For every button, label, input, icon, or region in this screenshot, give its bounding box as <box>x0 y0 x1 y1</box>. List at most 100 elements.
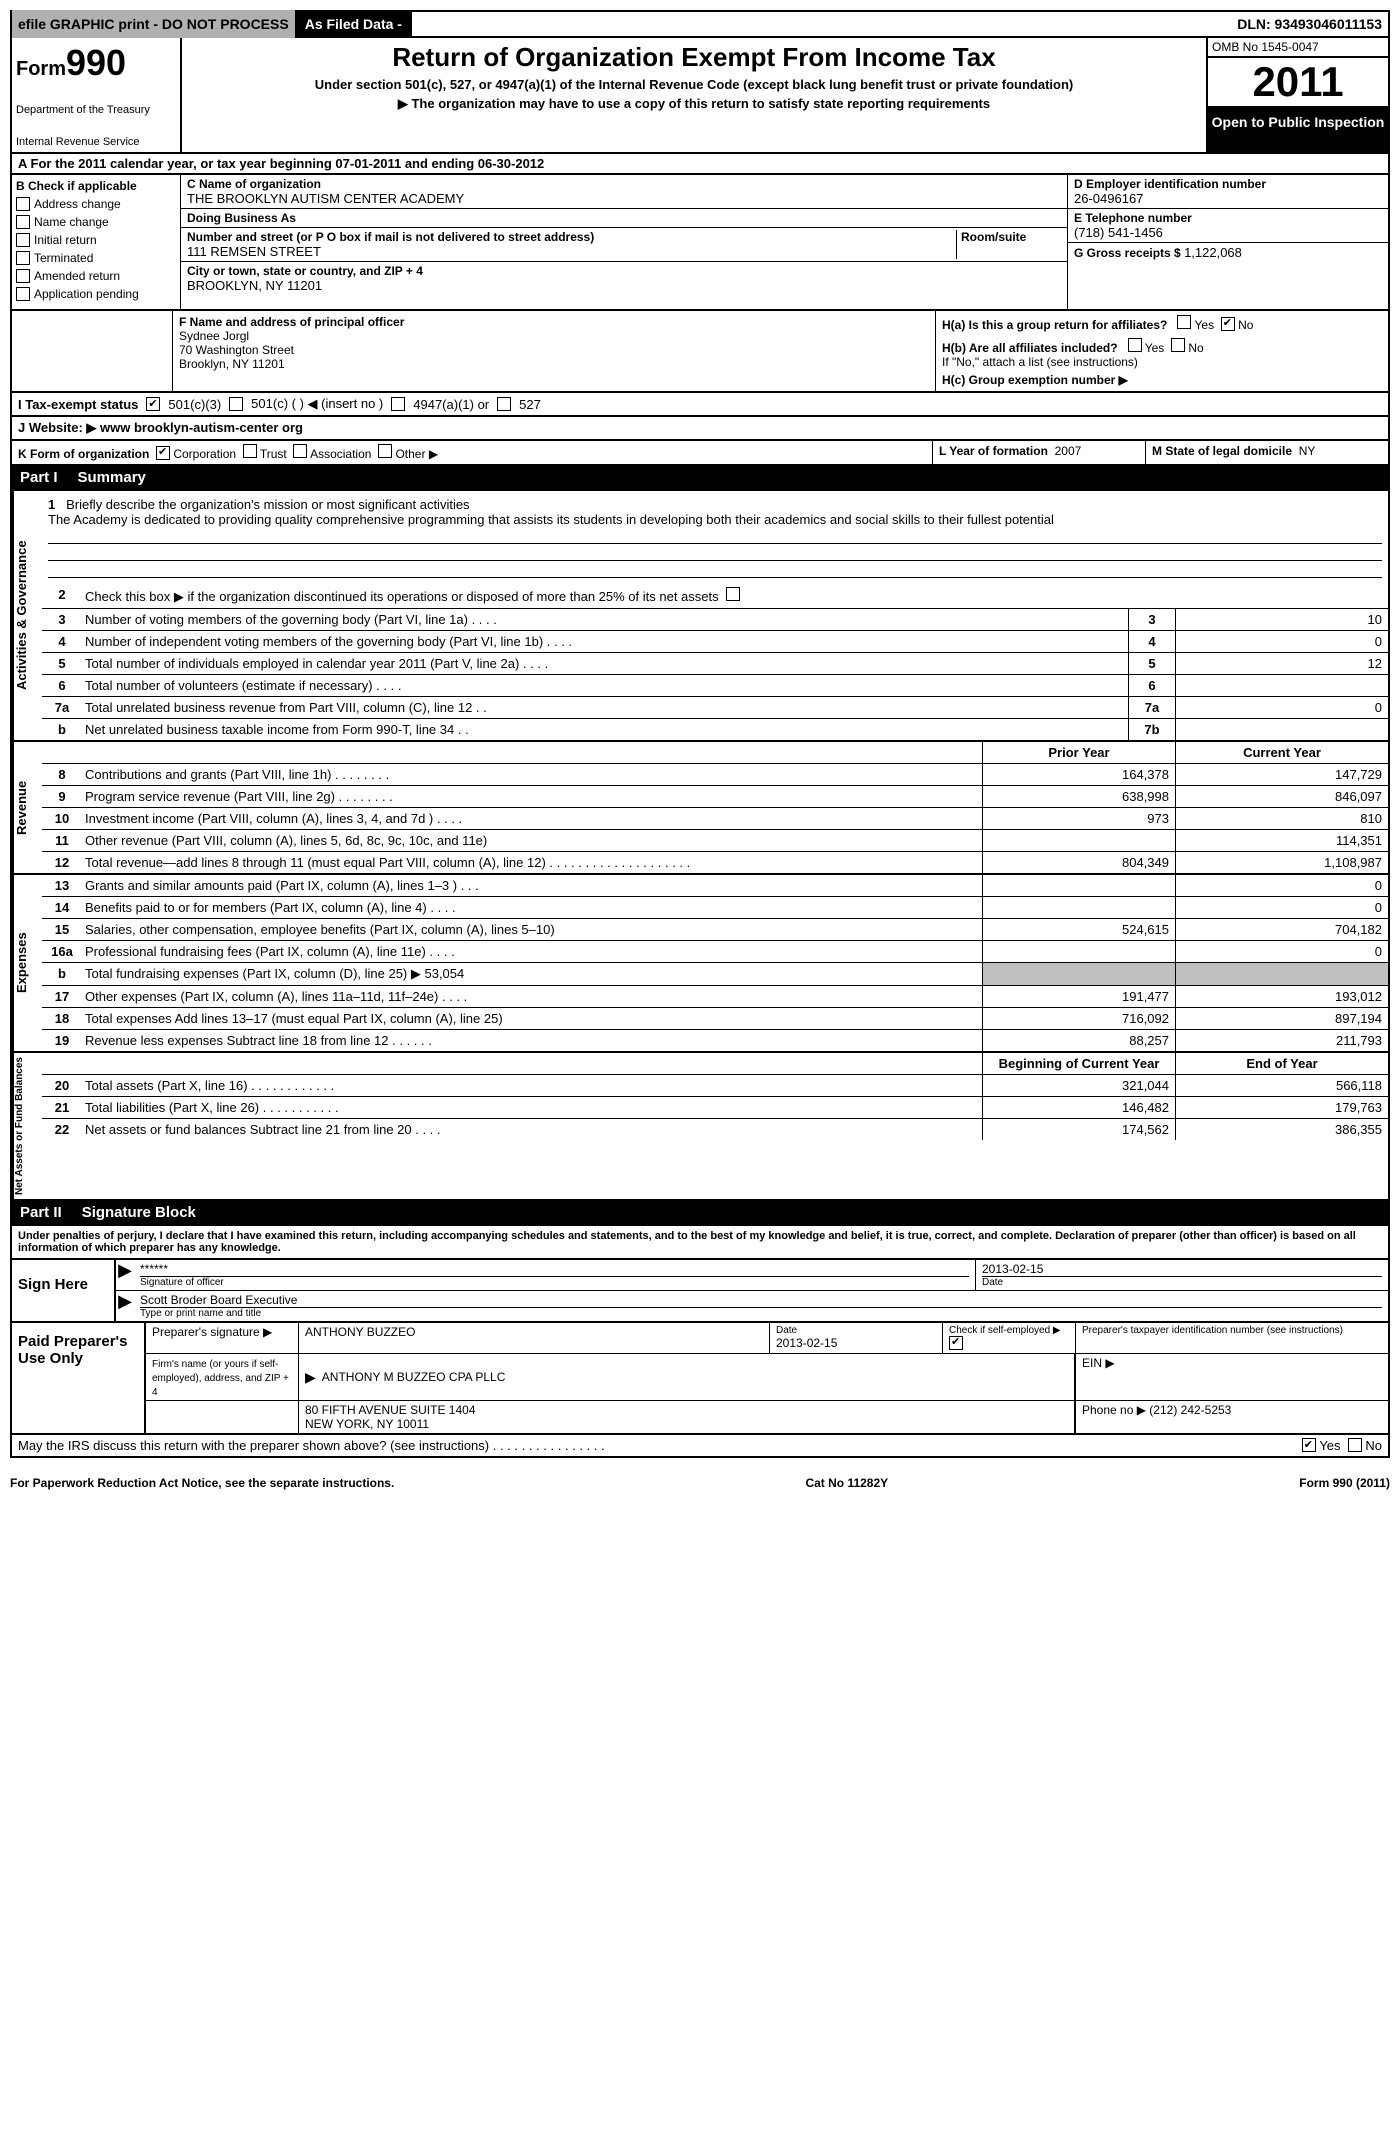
prep-row2: Firm's name (or yours if self-employed),… <box>146 1354 1388 1401</box>
gross-value: 1,122,068 <box>1184 245 1242 260</box>
dba-label: Doing Business As <box>187 211 1061 225</box>
section-h: H(a) Is this a group return for affiliat… <box>935 311 1388 391</box>
row-num: 6 <box>42 675 82 696</box>
checkbox-icon[interactable] <box>949 1336 963 1350</box>
line1: 1 Briefly describe the organization's mi… <box>42 491 1388 584</box>
row-num: b <box>42 719 82 740</box>
check-pending[interactable]: Application pending <box>16 287 176 301</box>
title-main: Return of Organization Exempt From Incom… <box>186 42 1202 73</box>
hb-row: H(b) Are all affiliates included? Yes No <box>942 338 1382 355</box>
activities-box: Activities & Governance 1 Briefly descri… <box>10 491 1390 742</box>
phone-value: (718) 541-1456 <box>1074 225 1382 240</box>
checkbox-icon[interactable] <box>391 397 405 411</box>
b-label: B Check if applicable <box>16 179 176 193</box>
checkbox-icon[interactable] <box>1348 1438 1362 1452</box>
summary-row: b Total fundraising expenses (Part IX, c… <box>42 963 1388 986</box>
check-label: Name change <box>34 215 109 229</box>
checkbox-icon[interactable] <box>726 587 740 601</box>
checkbox-icon[interactable] <box>156 446 170 460</box>
discuss-row: May the IRS discuss this return with the… <box>10 1435 1390 1458</box>
form-word: Form <box>16 58 66 80</box>
fh-blank <box>12 311 173 391</box>
footer-left: For Paperwork Reduction Act Notice, see … <box>10 1476 394 1490</box>
checkbox-icon <box>16 233 30 247</box>
checkbox-icon[interactable] <box>1302 1438 1316 1452</box>
row-num: 19 <box>42 1030 82 1051</box>
sig-date-value: 2013-02-15 <box>982 1262 1382 1276</box>
check-amended[interactable]: Amended return <box>16 269 176 283</box>
revenue-box: Revenue Prior Year Current Year 8 Contri… <box>10 742 1390 875</box>
checkbox-icon <box>16 269 30 283</box>
row-value: 0 <box>1175 631 1388 652</box>
omb-number: OMB No 1545-0047 <box>1208 38 1388 58</box>
opt-4947: 4947(a)(1) or <box>413 397 489 412</box>
row-num: 17 <box>42 986 82 1007</box>
check-terminated[interactable]: Terminated <box>16 251 176 265</box>
firm-addr: 80 FIFTH AVENUE SUITE 1404 NEW YORK, NY … <box>299 1401 1075 1433</box>
checkbox-icon[interactable] <box>1128 338 1142 352</box>
j-text: J Website: ▶ www brooklyn-autism-center … <box>18 420 303 436</box>
check-name-change[interactable]: Name change <box>16 215 176 229</box>
revenue-side-label: Revenue <box>12 742 42 873</box>
sign-block: Sign Here ▶ ****** Signature of officer … <box>10 1260 1390 1323</box>
firm-name-value: ANTHONY M BUZZEO CPA PLLC <box>322 1370 506 1384</box>
row-text: Other revenue (Part VIII, column (A), li… <box>82 830 982 851</box>
checkbox-icon[interactable] <box>243 444 257 458</box>
summary-row: 20 Total assets (Part X, line 16) . . . … <box>42 1075 1388 1097</box>
checkbox-icon[interactable] <box>1221 317 1235 331</box>
checkbox-icon[interactable] <box>1177 315 1191 329</box>
line2-text: Check this box ▶ if the organization dis… <box>82 584 1388 608</box>
sig-date: 2013-02-15 Date <box>975 1260 1388 1290</box>
part1-header: Part I Summary <box>10 466 1390 491</box>
checkbox-icon[interactable] <box>1171 338 1185 352</box>
addr1: 80 FIFTH AVENUE SUITE 1404 <box>305 1403 1068 1417</box>
row-prior: 146,482 <box>982 1097 1175 1118</box>
row-text: Salaries, other compensation, employee b… <box>82 919 982 940</box>
row-text: Total number of volunteers (estimate if … <box>82 675 1128 696</box>
summary-row: 8 Contributions and grants (Part VIII, l… <box>42 764 1388 786</box>
phone-label: Phone no ▶ <box>1082 1403 1146 1417</box>
checkbox-icon[interactable] <box>497 397 511 411</box>
row-ref: 6 <box>1128 675 1175 696</box>
summary-row: 7a Total unrelated business revenue from… <box>42 697 1388 719</box>
check-initial-return[interactable]: Initial return <box>16 233 176 247</box>
prep-ptin-label: Preparer's taxpayer identification numbe… <box>1076 1323 1388 1353</box>
row-curr: 897,194 <box>1175 1008 1388 1029</box>
line1-num: 1 <box>48 497 55 512</box>
footer-mid: Cat No 11282Y <box>805 1476 888 1490</box>
row-curr: 0 <box>1175 875 1388 896</box>
check-address-change[interactable]: Address change <box>16 197 176 211</box>
ein-label: D Employer identification number <box>1074 177 1382 191</box>
section-bcd: B Check if applicable Address change Nam… <box>10 175 1390 311</box>
k-form-org: K Form of organization Corporation Trust… <box>12 441 932 464</box>
check-label: Address change <box>34 197 121 211</box>
checkbox-icon[interactable] <box>146 397 160 411</box>
city-value: BROOKLYN, NY 11201 <box>187 278 1061 293</box>
checkbox-icon[interactable] <box>293 444 307 458</box>
k2-label: L Year of formation <box>939 444 1048 458</box>
activities-content: 1 Briefly describe the organization's mi… <box>42 491 1388 740</box>
row-ref: 3 <box>1128 609 1175 630</box>
row-curr: 147,729 <box>1175 764 1388 785</box>
row-prior: 524,615 <box>982 919 1175 940</box>
row-num: 12 <box>42 852 82 873</box>
end-header: End of Year <box>1175 1053 1388 1074</box>
row-text: Total assets (Part X, line 16) . . . . .… <box>82 1075 982 1096</box>
row-num: 5 <box>42 653 82 674</box>
opt-other: Other ▶ <box>395 447 438 461</box>
checkbox-icon[interactable] <box>229 397 243 411</box>
row-prior <box>982 941 1175 962</box>
checkbox-icon[interactable] <box>378 444 392 458</box>
summary-row: 6 Total number of volunteers (estimate i… <box>42 675 1388 697</box>
tax-year: 2011 <box>1208 58 1388 108</box>
form-header: Form990 Department of the Treasury Inter… <box>10 36 1390 154</box>
prep-date: Date 2013-02-15 <box>770 1323 943 1353</box>
row-curr: 211,793 <box>1175 1030 1388 1051</box>
row-prior <box>982 963 1175 985</box>
summary-row: 9 Program service revenue (Part VIII, li… <box>42 786 1388 808</box>
row-num: 20 <box>42 1075 82 1096</box>
row-text: Benefits paid to or for members (Part IX… <box>82 897 982 918</box>
opt-trust: Trust <box>260 447 287 461</box>
row-num: 16a <box>42 941 82 962</box>
arrow-icon: ▶ <box>305 1369 316 1386</box>
